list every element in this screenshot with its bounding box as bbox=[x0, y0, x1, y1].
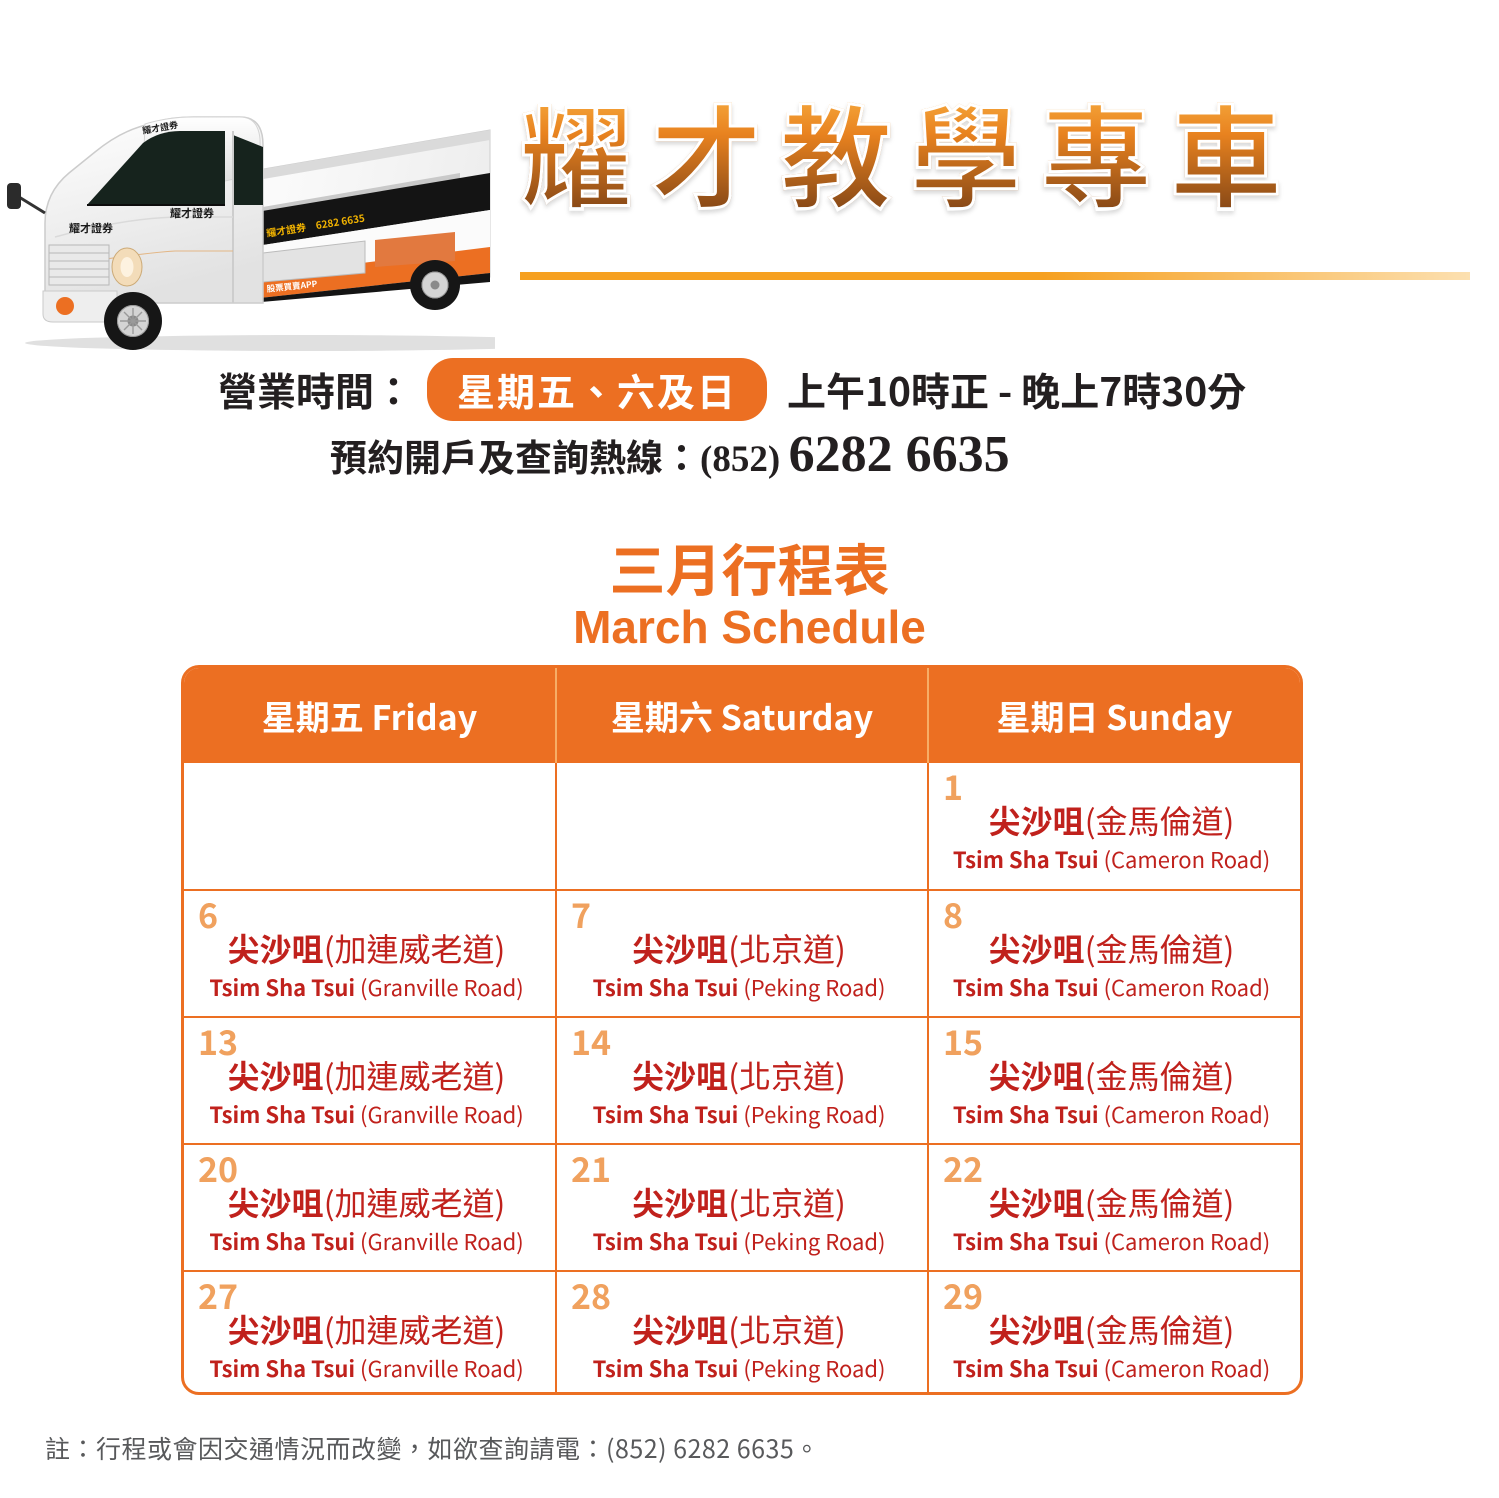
svg-text:耀才證券: 耀才證券 bbox=[69, 220, 113, 236]
svg-text:耀才證券: 耀才證券 bbox=[170, 205, 214, 221]
